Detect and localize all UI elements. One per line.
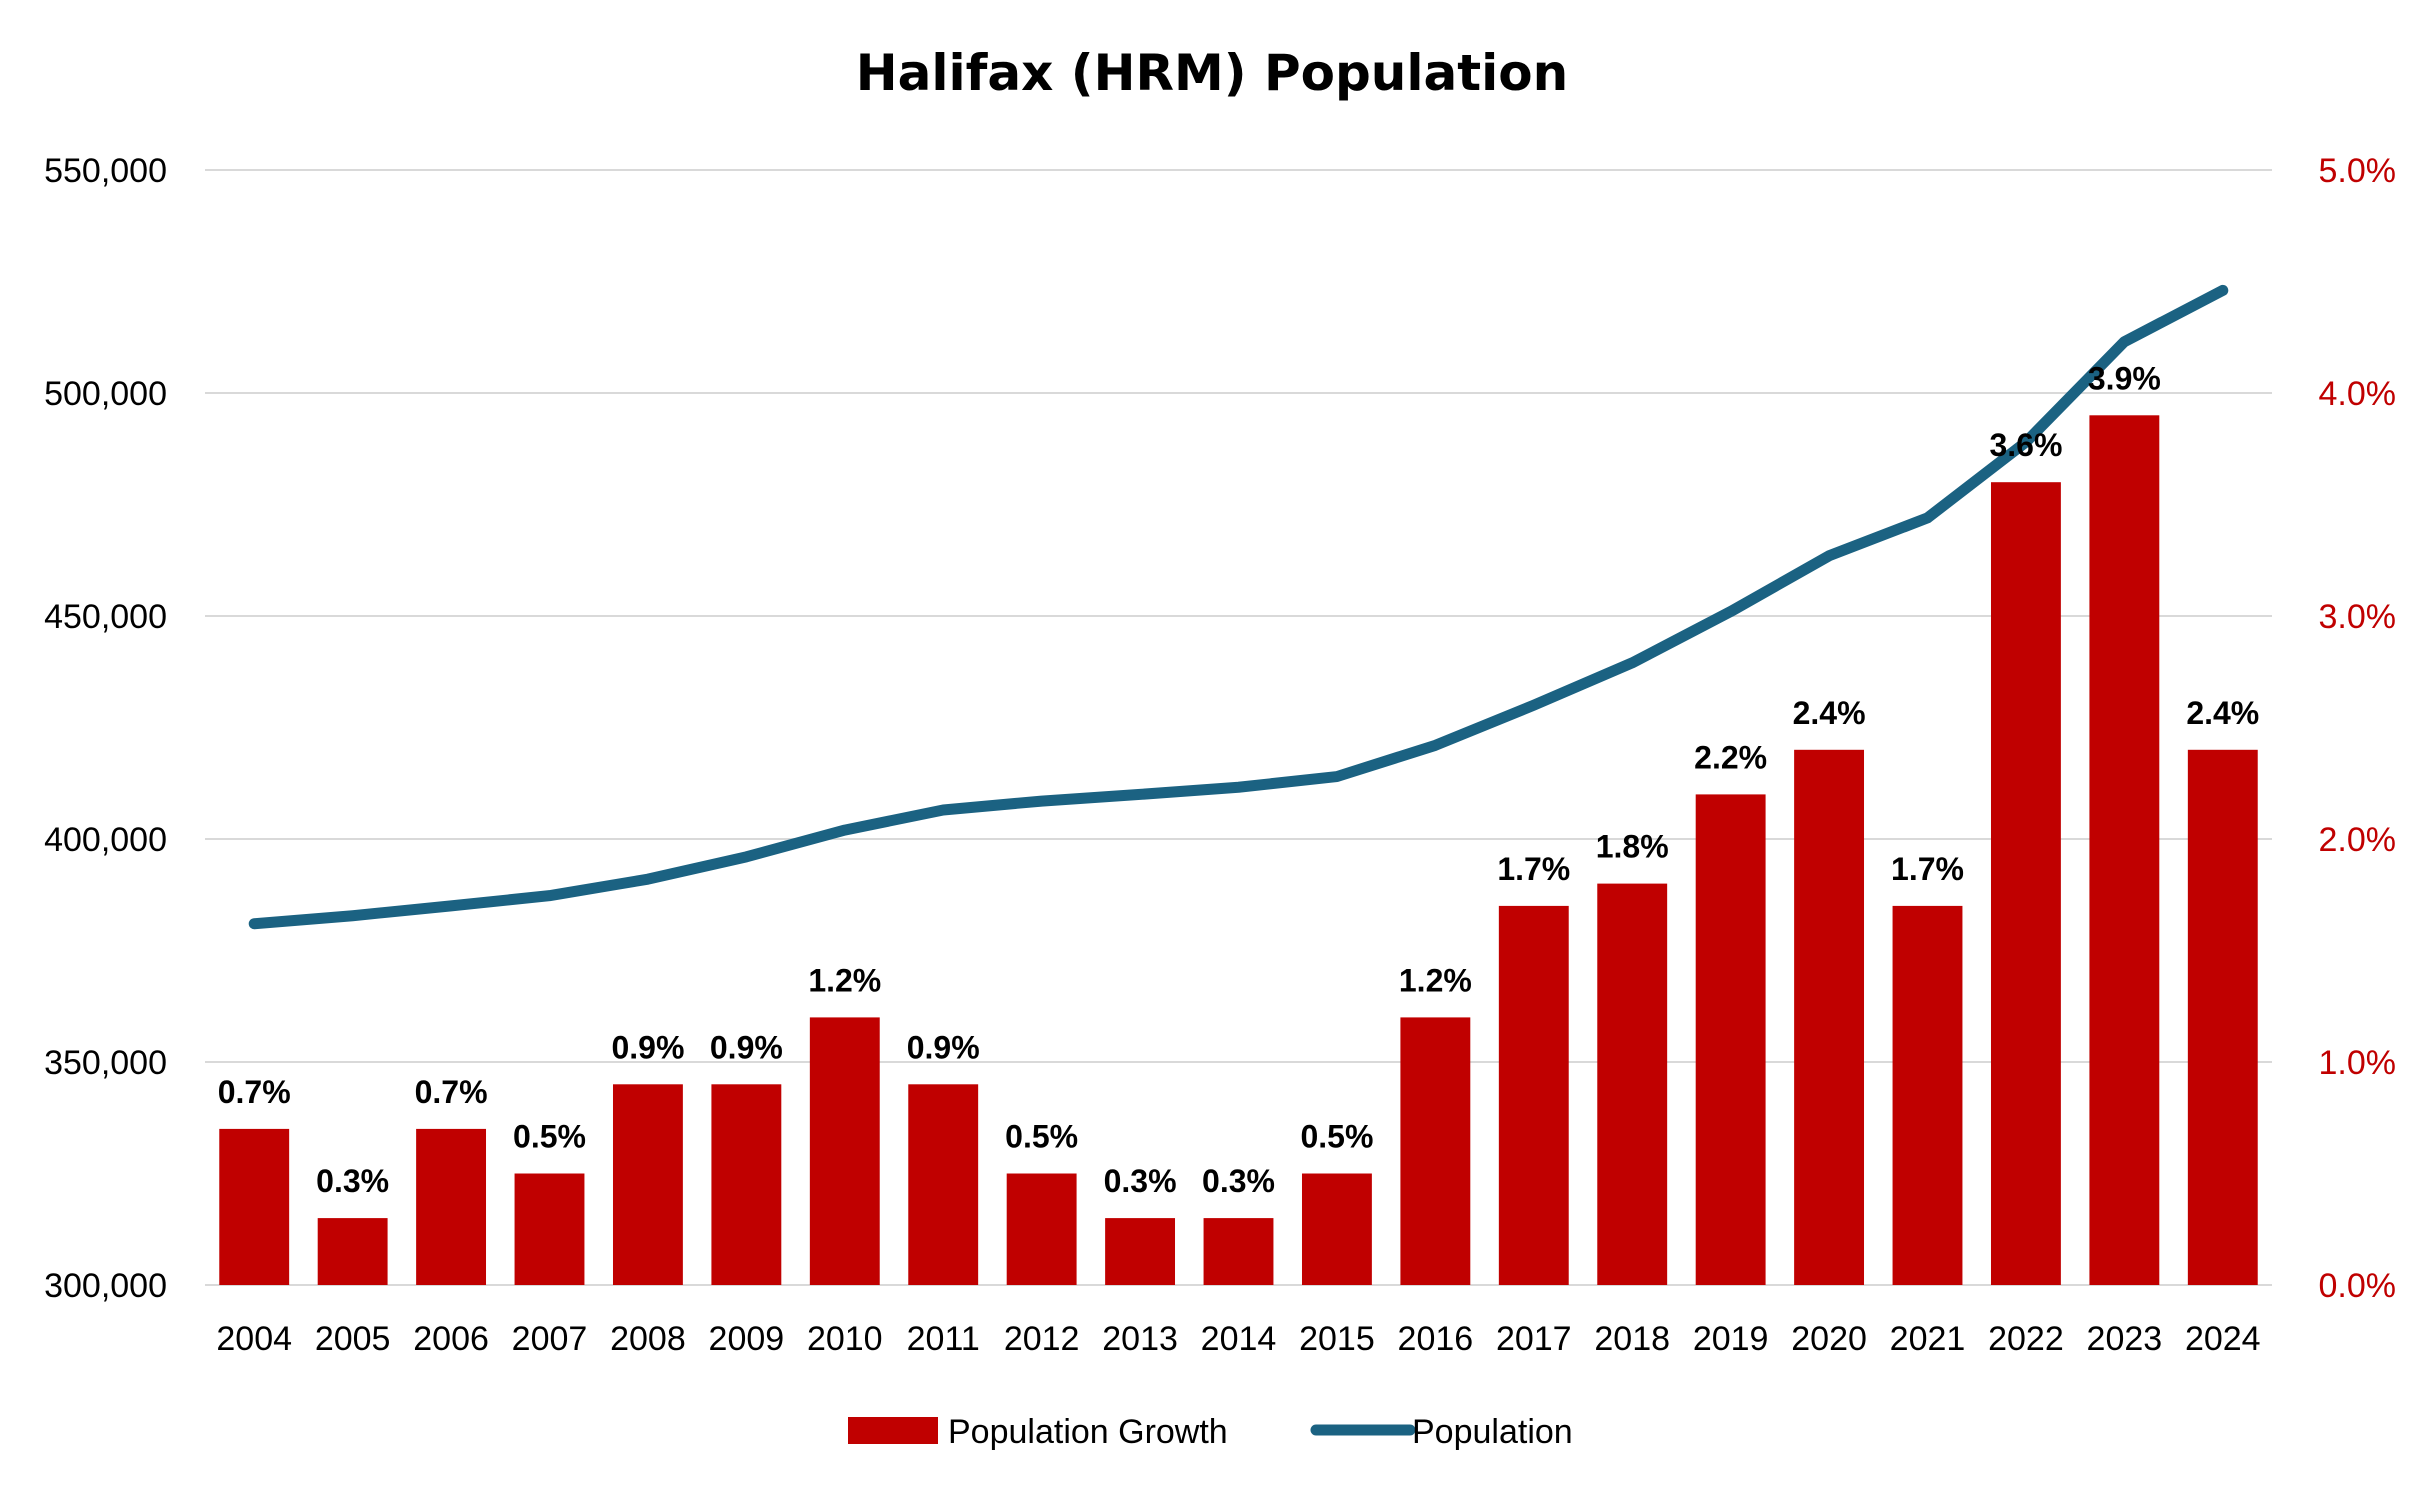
bar-data-label: 0.7%	[415, 1074, 488, 1110]
bar-population-growth	[1794, 749, 1865, 1285]
bar-population-growth	[1498, 905, 1569, 1285]
bar-data-label: 2.2%	[1694, 739, 1767, 775]
x-tick-label: 2021	[1890, 1320, 1966, 1358]
y-right-tick-label: 3.0%	[2319, 598, 2397, 636]
bar-data-label: 0.7%	[218, 1074, 291, 1110]
x-tick-label: 2014	[1201, 1320, 1277, 1358]
x-tick-label: 2006	[413, 1320, 489, 1358]
y-right-tick-label: 0.0%	[2319, 1267, 2397, 1305]
bar-population-growth	[1006, 1173, 1077, 1285]
bar-data-label: 1.2%	[808, 962, 881, 998]
y-right-tick-label: 5.0%	[2319, 152, 2397, 190]
data-labels: 0.7% 0.3% 0.7% 0.5% 0.9% 0.9% 1.2% 0.9% 0.5% 0.3%…	[218, 360, 2260, 1199]
bar-data-label: 0.3%	[316, 1163, 389, 1199]
bar-population-growth	[1301, 1173, 1372, 1285]
y-left-tick-label: 300,000	[44, 1267, 167, 1305]
bar-data-label: 0.9%	[710, 1029, 783, 1065]
x-tick-label: 2013	[1102, 1320, 1178, 1358]
legend: Population Growth Population	[848, 1413, 1573, 1451]
x-tick-label: 2004	[216, 1320, 292, 1358]
y-left-tick-label: 450,000	[44, 598, 167, 636]
y-left-tick-label: 400,000	[44, 821, 167, 859]
y-right-tick-label: 1.0%	[2319, 1044, 2397, 1082]
y-left-tick-label: 500,000	[44, 375, 167, 413]
bar-population-growth	[2089, 415, 2160, 1285]
x-tick-label: 2022	[1988, 1320, 2064, 1358]
y-left-tick-label: 350,000	[44, 1044, 167, 1082]
x-tick-label: 2007	[512, 1320, 588, 1358]
x-tick-label: 2024	[2185, 1320, 2261, 1358]
bar-data-label: 2.4%	[2186, 695, 2259, 731]
bar-population-growth	[1892, 905, 1963, 1285]
legend-label-population: Population	[1412, 1413, 1573, 1451]
bar-population-growth	[1203, 1218, 1274, 1285]
left-axis: 300,000 350,000 400,000 450,000 500,000 550,0…	[44, 152, 167, 1305]
bar-population-growth	[809, 1017, 880, 1285]
bar-data-label: 2.4%	[1793, 695, 1866, 731]
y-right-tick-label: 2.0%	[2319, 821, 2397, 859]
x-tick-label: 2023	[2087, 1320, 2163, 1358]
legend-swatch-population-growth	[848, 1417, 938, 1444]
x-axis: 2004 2005 2006 2007 2008 2009 2010 2011 2012 2013…	[216, 1320, 2260, 1358]
bar-data-label: 3.9%	[2088, 360, 2161, 396]
chart-title: Halifax (HRM) Population	[856, 44, 1568, 102]
bar-population-growth	[612, 1084, 683, 1285]
bar-population-growth	[317, 1218, 388, 1285]
bar-data-label: 1.8%	[1596, 829, 1669, 865]
bar-population-growth	[1990, 482, 2061, 1285]
bars	[219, 415, 2258, 1285]
bar-population-growth	[908, 1084, 979, 1285]
population-line-group	[248, 284, 2229, 930]
population-line	[248, 284, 2229, 930]
x-tick-label: 2011	[907, 1320, 980, 1358]
bar-data-label: 0.3%	[1202, 1163, 1275, 1199]
x-tick-label: 2017	[1496, 1320, 1572, 1358]
x-tick-label: 2008	[610, 1320, 686, 1358]
bar-data-label: 3.6%	[1989, 427, 2062, 463]
right-axis: 0.0% 1.0% 2.0% 3.0% 4.0% 5.0%	[2319, 152, 2397, 1305]
bar-population-growth	[514, 1173, 585, 1285]
x-tick-label: 2020	[1791, 1320, 1867, 1358]
x-tick-label: 2005	[315, 1320, 391, 1358]
bar-data-label: 0.5%	[1005, 1119, 1078, 1155]
x-tick-label: 2019	[1693, 1320, 1769, 1358]
bar-population-growth	[711, 1084, 782, 1285]
x-tick-label: 2016	[1398, 1320, 1474, 1358]
bar-data-label: 0.3%	[1104, 1163, 1177, 1199]
bar-population-growth	[1695, 794, 1766, 1285]
bar-data-label: 0.9%	[907, 1029, 980, 1065]
bar-population-growth	[1105, 1218, 1176, 1285]
x-tick-label: 2018	[1594, 1320, 1670, 1358]
x-tick-label: 2012	[1004, 1320, 1080, 1358]
bar-population-growth	[1400, 1017, 1471, 1285]
bar-data-label: 1.2%	[1399, 962, 1472, 998]
bar-data-label: 0.5%	[1300, 1119, 1373, 1155]
y-left-tick-label: 550,000	[44, 152, 167, 190]
legend-label-population-growth: Population Growth	[948, 1413, 1228, 1451]
bar-population-growth	[416, 1128, 487, 1285]
bar-data-label: 1.7%	[1497, 851, 1570, 887]
bar-data-label: 0.9%	[611, 1029, 684, 1065]
y-right-tick-label: 4.0%	[2319, 375, 2397, 413]
bar-population-growth	[2187, 749, 2258, 1285]
x-tick-label: 2010	[807, 1320, 883, 1358]
bar-data-label: 1.7%	[1891, 851, 1964, 887]
bar-population-growth	[1597, 883, 1668, 1285]
x-tick-label: 2009	[709, 1320, 785, 1358]
x-tick-label: 2015	[1299, 1320, 1375, 1358]
bar-data-label: 0.5%	[513, 1119, 586, 1155]
bar-population-growth	[219, 1128, 290, 1285]
